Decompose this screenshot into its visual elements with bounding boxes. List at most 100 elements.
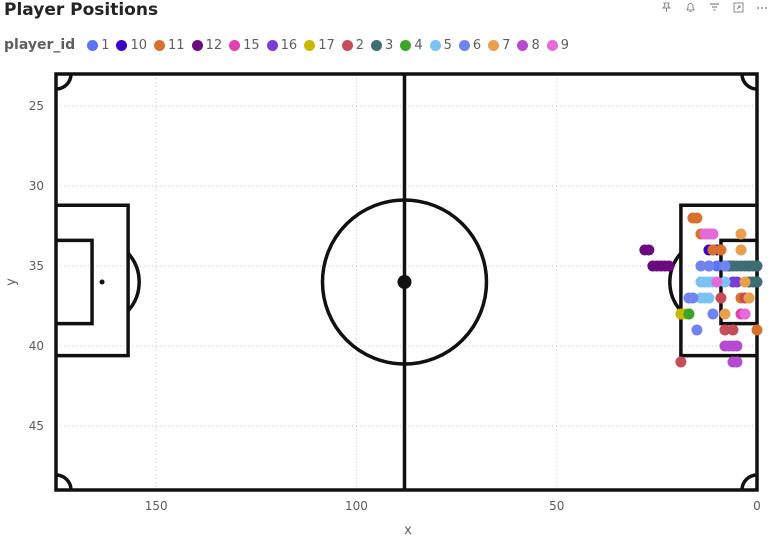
data-point-player-6 (691, 324, 703, 336)
legend-label: 6 (472, 37, 482, 53)
y-tick-label: 45 (29, 419, 44, 433)
corner-arc (55, 73, 73, 91)
data-point-player-9 (707, 228, 719, 240)
legend-item[interactable]: 2 (341, 37, 365, 53)
data-point-player-9 (739, 308, 751, 320)
chart-title: Player Positions (4, 0, 159, 20)
data-point-player-11 (707, 244, 719, 256)
y-tick-label: 40 (29, 339, 44, 353)
legend-marker (517, 39, 529, 51)
data-point-player-2 (675, 356, 687, 368)
x-tick-label: 100 (345, 499, 368, 513)
corner-arc (740, 73, 758, 91)
y-tick-label: 30 (29, 179, 44, 193)
centre-spot (397, 275, 412, 289)
data-point-player-16 (731, 276, 743, 288)
focus-mode-icon[interactable] (730, 2, 746, 16)
data-point-player-1 (711, 260, 723, 272)
left-penalty-arc (126, 252, 141, 312)
legend-item[interactable]: 3 (371, 38, 393, 53)
pitch-markings (54, 72, 759, 492)
legend-item[interactable]: 9 (546, 38, 569, 53)
data-point-player-12 (643, 244, 655, 256)
centre-circle (320, 198, 489, 366)
legend-item[interactable]: 17 (304, 38, 335, 53)
data-point-player-6 (695, 260, 707, 272)
legend-marker (266, 39, 278, 51)
left-penalty-area (56, 203, 130, 358)
data-point-player-6 (703, 260, 715, 272)
legend-marker (116, 39, 128, 51)
legend-item[interactable]: 5 (429, 37, 452, 53)
legend-marker (429, 39, 441, 51)
legend-label: 10 (130, 37, 148, 53)
data-point-player-4 (683, 308, 695, 320)
legend-marker (304, 39, 316, 51)
data-point-player-8 (731, 356, 743, 368)
data-point-player-11 (751, 324, 763, 336)
legend-label: 4 (414, 37, 423, 53)
data-point-player-7 (739, 276, 751, 288)
legend-item[interactable]: 4 (400, 37, 423, 53)
data-point-player-7 (743, 292, 755, 304)
legend-item[interactable]: 15 (229, 38, 260, 53)
right-penalty-area (679, 203, 757, 358)
pin-icon[interactable] (658, 2, 674, 16)
corner-arc (740, 473, 758, 491)
y-axis-label: y (4, 278, 19, 286)
x-tick-label: 150 (145, 499, 168, 513)
data-point-player-3 (751, 260, 763, 272)
legend-item[interactable]: 8 (517, 37, 540, 53)
data-point-player-6 (719, 260, 731, 272)
x-tick-label: 50 (549, 499, 564, 513)
data-point-player-7 (735, 228, 747, 240)
legend-item[interactable]: 7 (488, 38, 510, 53)
data-point-player-8 (731, 340, 743, 352)
legend: player_id 1 10 11 12 15 16 17 2 3 4 5 6 7 8 9 (4, 37, 576, 53)
data-point-player-3 (751, 276, 763, 288)
left-penalty-spot (99, 279, 105, 285)
data-point-player-7 (735, 244, 747, 256)
legend-marker (341, 39, 353, 51)
corner-arc (55, 473, 73, 491)
legend-marker (400, 39, 412, 51)
legend-marker (458, 39, 470, 51)
bell-icon[interactable] (682, 2, 698, 16)
data-point-player-6 (707, 308, 719, 320)
legend-item[interactable]: 6 (458, 37, 482, 53)
legend-marker (546, 39, 558, 51)
legend-item[interactable]: 11 (154, 38, 185, 53)
legend-label: 3 (385, 37, 394, 53)
legend-label: 11 (168, 37, 185, 53)
legend-item[interactable]: 12 (191, 37, 223, 53)
legend-title: player_id (4, 37, 76, 53)
legend-item[interactable]: 10 (116, 38, 147, 53)
data-point-player-7 (719, 308, 731, 320)
data-point-player-11 (691, 212, 703, 224)
x-axis-label: x (404, 523, 412, 538)
legend-marker (154, 39, 166, 51)
filter-icon[interactable] (706, 2, 722, 16)
y-tick-label: 35 (29, 259, 44, 273)
legend-item[interactable]: 16 (266, 38, 297, 53)
data-point-player-2 (715, 292, 727, 304)
axis-ticks: 150 100 50 0 25 30 35 40 45 (29, 99, 761, 513)
legend-label: 15 (243, 37, 260, 53)
data-point-player-11 (715, 244, 727, 256)
legend-marker (87, 39, 99, 51)
legend-label: 17 (318, 37, 335, 53)
data-point-player-12 (663, 260, 675, 272)
legend-label: 12 (205, 37, 223, 53)
data-point-player-9 (711, 276, 723, 288)
legend-label: 2 (355, 37, 365, 53)
data-point-player-5 (719, 276, 731, 288)
legend-marker (488, 39, 500, 51)
x-tick-label: 0 (753, 499, 761, 513)
legend-item[interactable]: 1 (87, 38, 109, 53)
legend-marker (191, 39, 203, 51)
legend-marker (229, 39, 241, 51)
legend-label: 7 (502, 37, 511, 53)
more-options-icon[interactable] (754, 2, 770, 16)
legend-label: 5 (443, 37, 452, 53)
legend-label: 8 (531, 37, 540, 53)
